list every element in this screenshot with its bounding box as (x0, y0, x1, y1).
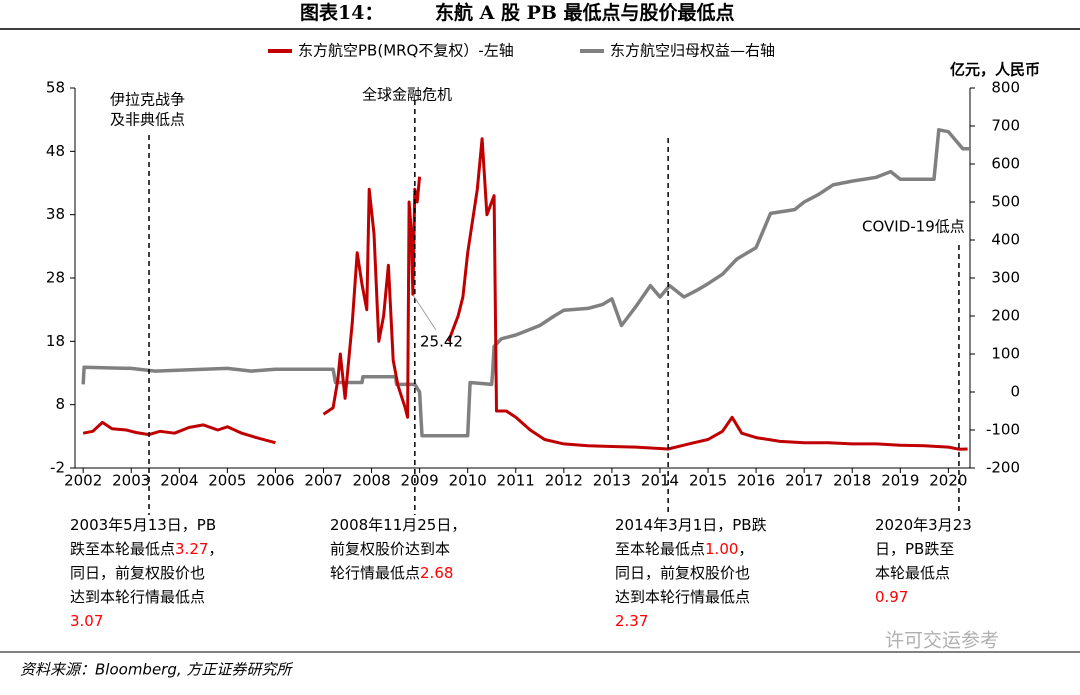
x-tick-label: 2005 (208, 472, 246, 490)
x-tick-label: 2007 (304, 472, 342, 490)
note-line: 本轮最低点 (875, 564, 950, 582)
x-tick-label: 2010 (449, 472, 487, 490)
y2-tick-label: 400 (991, 231, 1020, 249)
note-text: 2020年3月23 (875, 516, 972, 534)
series-line (81, 128, 970, 438)
note-line: 达到本轮行情最低点 (615, 588, 750, 606)
y-tick-label: 8 (55, 395, 65, 413)
y2-tick-label: 0 (1010, 383, 1020, 401)
x-tick-label: 2009 (401, 472, 439, 490)
note-text: 达到本轮行情最低点 (615, 588, 750, 606)
x-tick-label: 2018 (833, 472, 871, 490)
event-label: 及非典低点 (110, 111, 185, 129)
note-text: 至本轮最低点 (615, 540, 705, 558)
note-line: 至本轮最低点1.00， (615, 540, 753, 558)
x-tick-label: 2016 (737, 472, 775, 490)
y2-tick-label: 100 (991, 345, 1020, 363)
legend-label: 东方航空归母权益—右轴 (610, 42, 775, 60)
note-text: 2008年11月25日， (330, 516, 466, 534)
note-text: 0.97 (875, 588, 908, 606)
y2-tick-label: 200 (991, 307, 1020, 325)
note-text: 本轮最低点 (875, 564, 950, 582)
note-text: 轮行情最低点 (330, 564, 420, 582)
x-tick-label: 2002 (64, 472, 102, 490)
note-text: 日，PB跌至 (875, 540, 954, 558)
y-tick-label: 38 (46, 205, 65, 223)
x-tick-label: 2013 (593, 472, 631, 490)
note-line: 2014年3月1日，PB跌 (615, 516, 767, 534)
y-tick-label: 58 (46, 79, 65, 97)
y-tick-label: 28 (46, 269, 65, 287)
x-tick-label: 2003 (112, 472, 150, 490)
note-line: 日，PB跌至 (875, 540, 954, 558)
y-tick-label: 18 (46, 332, 65, 350)
x-tick-label: 2012 (545, 472, 583, 490)
series-line (82, 137, 968, 451)
note-text: ， (738, 540, 753, 558)
x-tick-label: 2015 (689, 472, 727, 490)
note-text: 2.37 (615, 612, 648, 630)
event-label: 全球金融危机 (362, 86, 452, 104)
y-tick-label: 48 (46, 142, 65, 160)
note-text: 1.00 (705, 540, 738, 558)
note-line: 2008年11月25日， (330, 516, 466, 534)
watermark: 许可交运参考 (885, 630, 999, 652)
note-text: 2014年3月1日，PB跌 (615, 516, 767, 534)
y2-tick-label: 700 (991, 117, 1020, 135)
callout-leader (412, 294, 437, 331)
y2-tick-label: 800 (991, 79, 1020, 97)
x-tick-label: 2011 (497, 472, 535, 490)
chart-title: 图表14： (300, 1, 383, 24)
note-text: 2.68 (420, 564, 453, 582)
note-text: ， (208, 540, 223, 558)
note-text: 3.27 (175, 540, 208, 558)
y-tick-label: -2 (50, 459, 65, 477)
note-line: 3.07 (70, 612, 103, 630)
chart-subtitle: 东航 A 股 PB 最低点与股价最低点 (435, 1, 735, 24)
source: 资料来源：Bloomberg, 方正证券研究所 (20, 661, 293, 679)
y2-tick-label: -100 (986, 421, 1020, 439)
note-line: 2.37 (615, 612, 648, 630)
note-line: 2020年3月23 (875, 516, 972, 534)
x-tick-label: 2019 (881, 472, 919, 490)
note-line: 2003年5月13日，PB (70, 516, 216, 534)
note-text: 跌至本轮最低点 (70, 540, 175, 558)
note-text: 同日，前复权股价也 (615, 564, 750, 582)
note-line: 同日，前复权股价也 (70, 564, 205, 582)
y2-label: 亿元，人民币 (950, 61, 1040, 79)
x-tick-label: 2017 (785, 472, 823, 490)
note-text: 达到本轮行情最低点 (70, 588, 205, 606)
x-tick-label: 2004 (160, 472, 198, 490)
note-line: 前复权股价达到本 (330, 540, 450, 558)
note-line: 同日，前复权股价也 (615, 564, 750, 582)
y2-tick-label: 500 (991, 193, 1020, 211)
note-text: 前复权股价达到本 (330, 540, 450, 558)
note-text: 3.07 (70, 612, 103, 630)
note-line: 0.97 (875, 588, 908, 606)
note-text: 2003年5月13日，PB (70, 516, 216, 534)
y2-tick-label: -200 (986, 459, 1020, 477)
callout-label: 25.42 (420, 333, 463, 351)
x-tick-label: 2006 (256, 472, 294, 490)
event-label: COVID-19低点 (862, 218, 965, 236)
note-text: 同日，前复权股价也 (70, 564, 205, 582)
note-line: 跌至本轮最低点3.27， (70, 540, 223, 558)
x-tick-label: 2008 (352, 472, 390, 490)
event-label: 伊拉克战争 (110, 91, 185, 109)
x-tick-label: 2014 (641, 472, 679, 490)
note-line: 轮行情最低点2.68 (330, 564, 453, 582)
y2-tick-label: 600 (991, 155, 1020, 173)
y2-tick-label: 300 (991, 269, 1020, 287)
note-line: 达到本轮行情最低点 (70, 588, 205, 606)
x-tick-label: 2020 (929, 472, 967, 490)
legend-label: 东方航空PB(MRQ不复权）-左轴 (298, 42, 514, 60)
